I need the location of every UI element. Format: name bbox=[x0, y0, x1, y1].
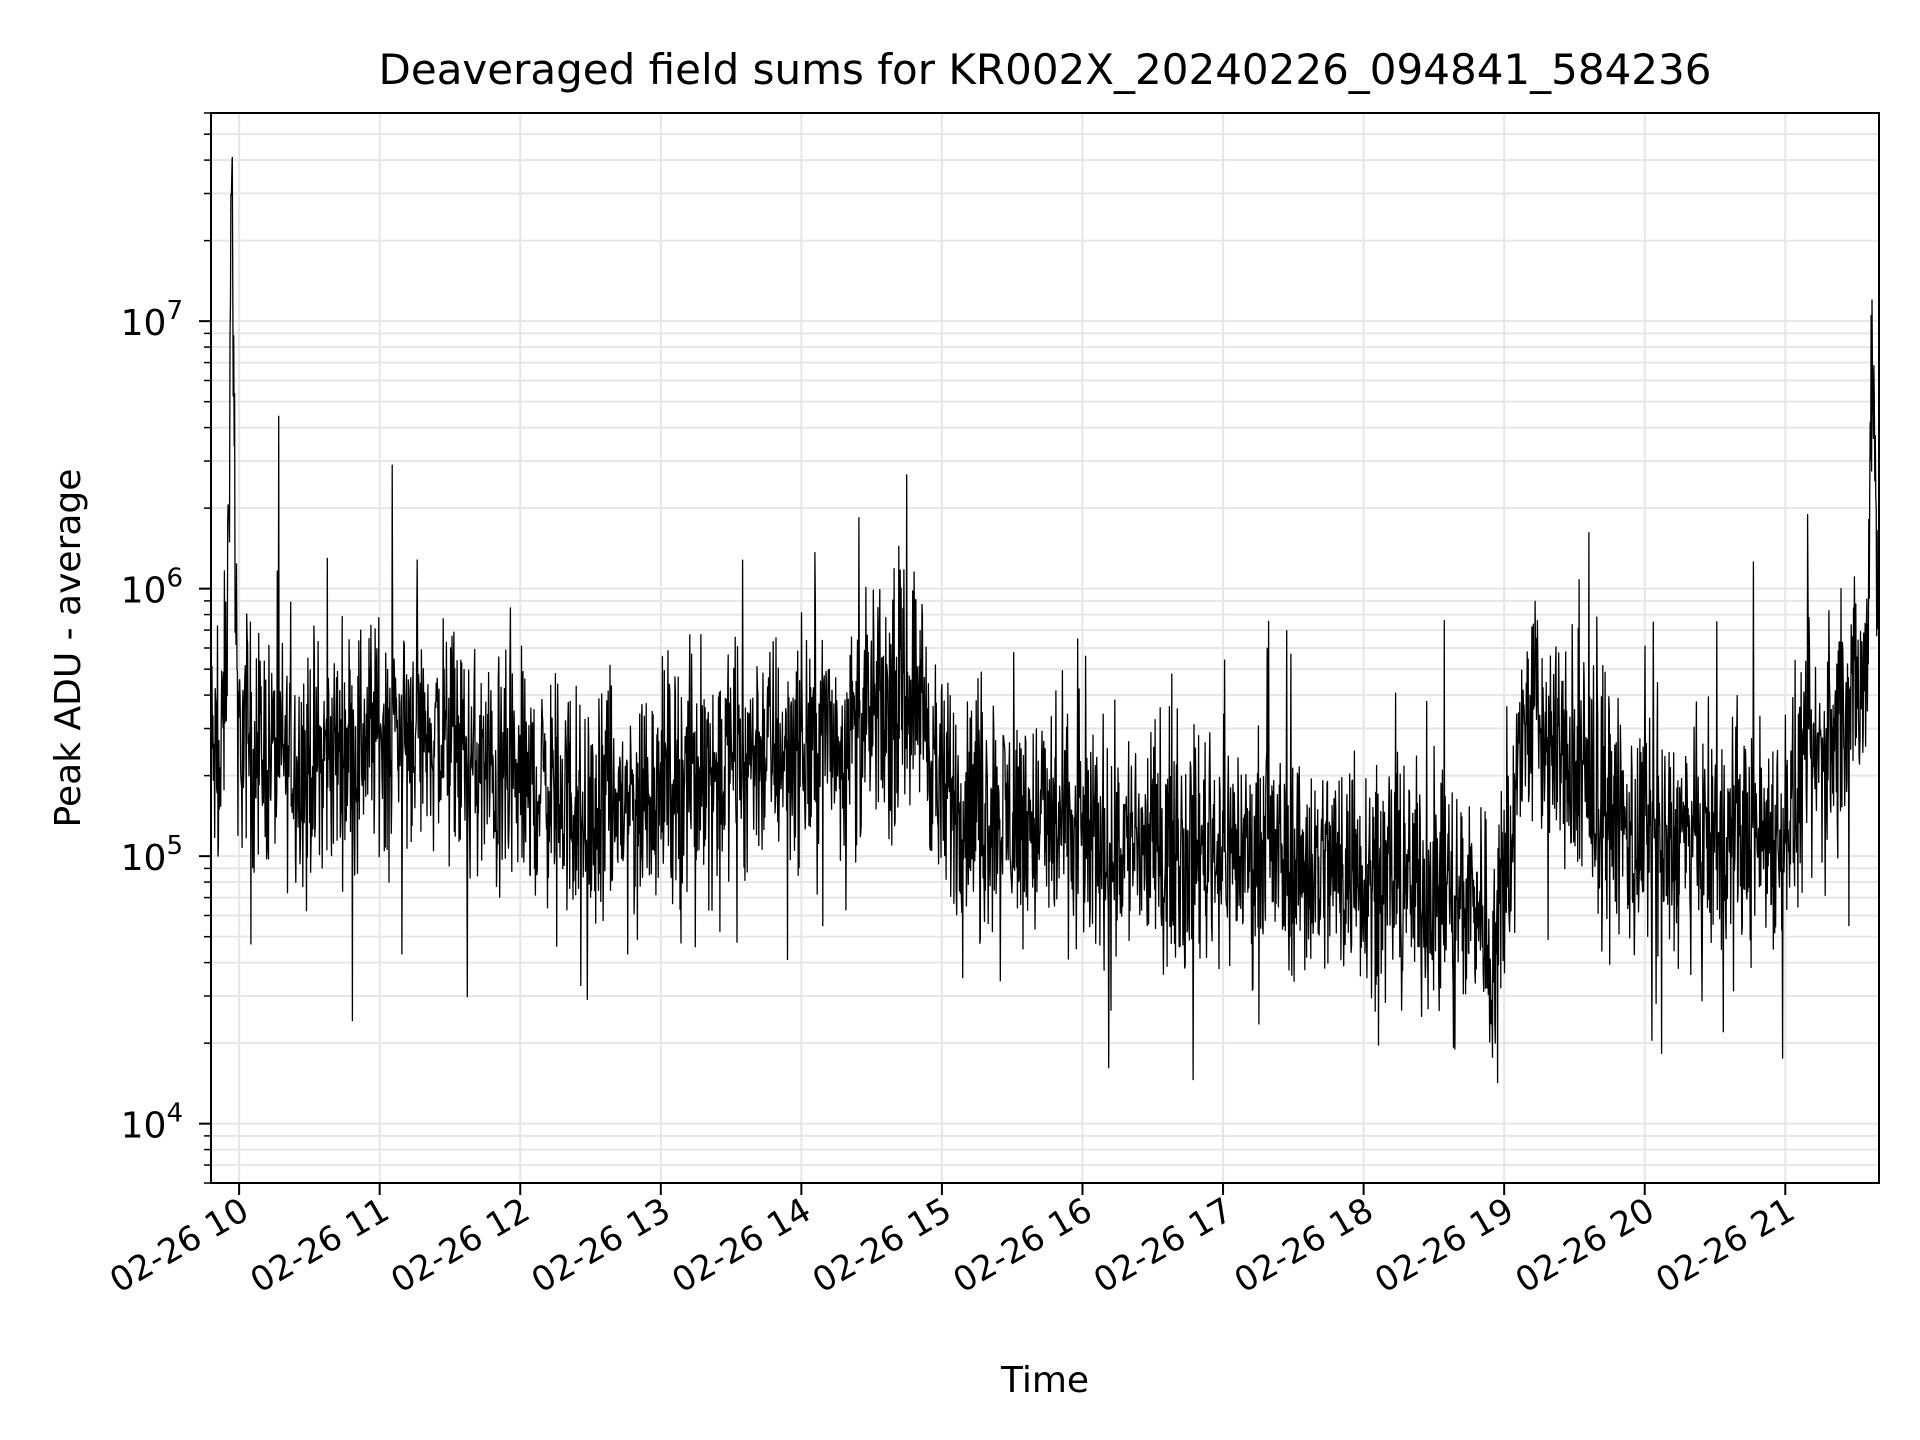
y-tick-label-base: 10 bbox=[121, 571, 167, 612]
y-tick-label-exp: 6 bbox=[166, 564, 183, 594]
y-tick-label-base: 10 bbox=[121, 838, 167, 879]
y-tick-label-base: 10 bbox=[121, 1106, 167, 1147]
y-tick-label: 104 bbox=[121, 1099, 183, 1147]
y-tick-label: 107 bbox=[121, 296, 183, 344]
grid-minor bbox=[211, 112, 1879, 1184]
y-tick-label: 106 bbox=[121, 564, 183, 612]
y-tick-label-exp: 5 bbox=[166, 831, 183, 861]
y-axis-label: Peak ADU - average bbox=[48, 469, 89, 828]
y-tick-label-base: 10 bbox=[121, 303, 167, 344]
y-tick-label-exp: 7 bbox=[166, 296, 183, 326]
series-layer bbox=[210, 156, 1880, 1084]
chart-title: Deaveraged field sums for KR002X_2024022… bbox=[379, 45, 1712, 94]
x-axis-label: Time bbox=[1000, 1360, 1089, 1401]
y-tick-label: 105 bbox=[121, 831, 183, 879]
series-line bbox=[210, 156, 1880, 1084]
y-tick-label-exp: 4 bbox=[166, 1099, 183, 1129]
